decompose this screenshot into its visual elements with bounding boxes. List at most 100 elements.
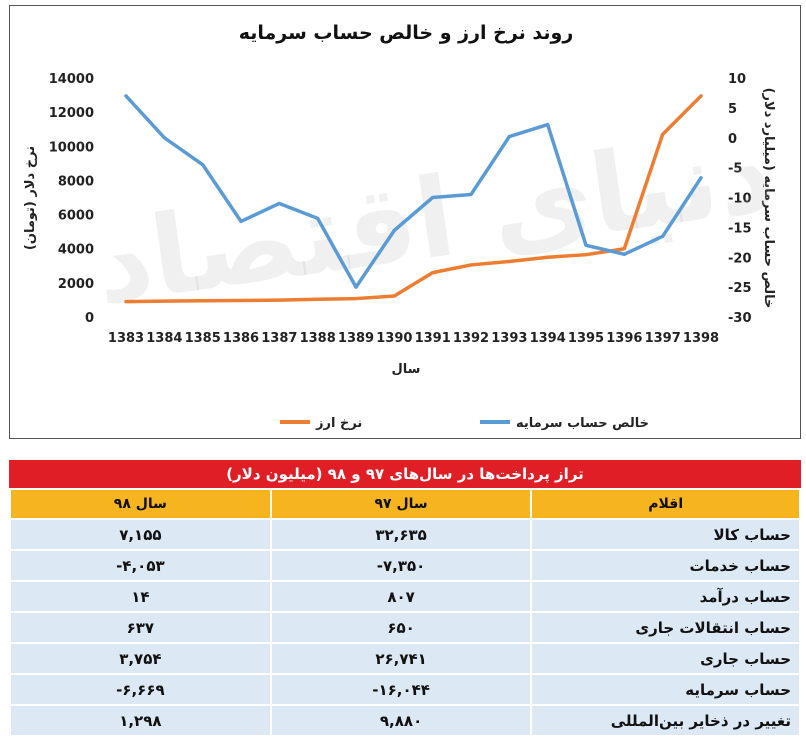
cell-item: حساب انتقالات جاری <box>532 613 799 642</box>
table-header-row: سال ۹۸ سال ۹۷ اقلام <box>11 490 799 518</box>
cell-y97: -۱۶,۰۴۴ <box>271 675 531 704</box>
balance-of-payments-table: تراز پرداخت‌ها در سال‌های ۹۷ و ۹۸ (میلیو… <box>9 460 801 740</box>
data-point <box>162 299 166 303</box>
cell-y97: ۶۵۰ <box>271 613 531 642</box>
y-right-tick-label: 10 <box>728 72 746 87</box>
cell-item: حساب سرمایه <box>532 675 799 704</box>
x-tick-label: 1397 <box>645 331 681 346</box>
data-point <box>124 94 128 98</box>
data-point <box>239 298 243 302</box>
x-tick-label: 1390 <box>376 331 412 346</box>
x-tick-label: 1395 <box>568 331 604 346</box>
data-point <box>584 253 588 257</box>
data-point <box>162 136 166 140</box>
line-chart: روند نرخ ارز و خالص حساب سرمایه 0 2000 4000… <box>23 22 782 431</box>
series-line-capital-account <box>124 94 703 289</box>
header-y98: سال ۹۸ <box>11 490 270 518</box>
x-tick-label: 1398 <box>683 331 719 346</box>
table-row: -۶,۶۶۹ -۱۶,۰۴۴ حساب سرمایه <box>11 675 799 704</box>
x-tick-label: 1384 <box>146 331 182 346</box>
cell-y98: ۱۴ <box>11 582 270 611</box>
y-right-tick-label: -5 <box>728 162 742 177</box>
table-row: ۱۴ ۸۰۷ حساب درآمد <box>11 582 799 611</box>
y-right-tick-label: 5 <box>728 102 737 117</box>
cell-y98: ۱,۲۹۸ <box>11 706 270 735</box>
cell-y97: ۹,۸۸۰ <box>271 706 531 735</box>
x-tick-label: 1386 <box>223 331 259 346</box>
table-title: تراز پرداخت‌ها در سال‌های ۹۷ و ۹۸ (میلیو… <box>9 460 801 488</box>
data-point <box>546 123 550 127</box>
x-tick-label: 1385 <box>185 331 221 346</box>
data-point <box>201 163 205 167</box>
cell-y98: ۷,۱۵۵ <box>11 520 270 549</box>
data-point <box>469 193 473 197</box>
data-point <box>239 219 243 223</box>
x-axis-label: سال <box>392 362 421 377</box>
data-point <box>507 260 511 264</box>
y-left-axis-label: نرخ دلار (تومان) <box>23 146 38 250</box>
data-point <box>507 135 511 139</box>
y-right-axis-label: خالص حساب سرمایه (میلیارد دلار) <box>761 88 776 309</box>
y-left-tick-label: 6000 <box>58 209 94 224</box>
y-right-tick-label: -30 <box>728 311 752 326</box>
data-point <box>316 297 320 301</box>
cell-y97: ۳۲,۶۳۵ <box>271 520 531 549</box>
data-point <box>469 263 473 267</box>
table-row: ۶۳۷ ۶۵۰ حساب انتقالات جاری <box>11 613 799 642</box>
cell-y98: -۶,۶۶۹ <box>11 675 270 704</box>
chart-title: روند نرخ ارز و خالص حساب سرمایه <box>239 22 574 44</box>
cell-item: حساب خدمات <box>532 551 799 580</box>
y-left-tick-label: 4000 <box>58 243 94 258</box>
data-point <box>431 271 435 275</box>
data-point <box>392 294 396 298</box>
y-left-tick-label: 8000 <box>58 174 94 189</box>
table-row: ۱,۲۹۸ ۹,۸۸۰ تغییر در ذخایر بین‌المللی <box>11 706 799 735</box>
x-tick-label: 1391 <box>415 331 451 346</box>
table-body: ۷,۱۵۵ ۳۲,۶۳۵ حساب کالا -۴,۰۵۳ -۷,۳۵۰ حساب خدم… <box>11 520 799 735</box>
cell-y97: -۷,۳۵۰ <box>271 551 531 580</box>
data-point <box>201 299 205 303</box>
table-row: ۷,۱۵۵ ۳۲,۶۳۵ حساب کالا <box>11 520 799 549</box>
data-table: سال ۹۸ سال ۹۷ اقلام ۷,۱۵۵ ۳۲,۶۳۵ حساب کالا… <box>9 488 801 737</box>
x-tick-label: 1396 <box>606 331 642 346</box>
watermark-logo: دنیای اقتصاد <box>87 107 782 329</box>
data-point <box>431 196 435 199</box>
x-tick-label: 1387 <box>261 331 297 346</box>
y-right-tick-label: -10 <box>728 192 752 207</box>
data-point <box>124 300 128 304</box>
cell-y97: ۲۶,۷۴۱ <box>271 644 531 673</box>
y-left-tick-label: 2000 <box>58 277 94 292</box>
data-point <box>584 243 588 247</box>
data-point <box>316 216 320 220</box>
y-right-tick-label: 0 <box>728 132 737 147</box>
x-tick-label: 1383 <box>108 331 144 346</box>
data-point <box>354 297 358 301</box>
data-point <box>277 298 281 302</box>
y-left-tick-label: 0 <box>85 311 94 326</box>
legend-label: نرخ ارز <box>315 416 362 431</box>
x-tick-label: 1393 <box>491 331 527 346</box>
x-tick-label: 1394 <box>530 331 566 346</box>
y-left-tick-label: 10000 <box>49 140 94 155</box>
cell-item: حساب کالا <box>532 520 799 549</box>
table-row: ۳,۷۵۴ ۲۶,۷۴۱ حساب جاری <box>11 644 799 673</box>
y-left-tick-label: 14000 <box>49 72 94 87</box>
header-item: اقلام <box>532 490 799 518</box>
data-point <box>661 132 665 136</box>
x-tick-label: 1389 <box>338 331 374 346</box>
series-line-exchange-rate <box>124 94 703 304</box>
y-left-tick-label: 12000 <box>49 106 94 121</box>
header-y97: سال ۹۷ <box>271 490 531 518</box>
chart-panel: روند نرخ ارز و خالص حساب سرمایه 0 2000 4000… <box>9 5 801 439</box>
cell-y97: ۸۰۷ <box>271 582 531 611</box>
cell-y98: -۴,۰۵۳ <box>11 551 270 580</box>
table-row: -۴,۰۵۳ -۷,۳۵۰ حساب خدمات <box>11 551 799 580</box>
data-point <box>699 176 703 180</box>
x-tick-label: 1388 <box>300 331 336 346</box>
cell-item: تغییر در ذخایر بین‌المللی <box>532 706 799 735</box>
data-point <box>546 255 550 259</box>
x-tick-label: 1392 <box>453 331 489 346</box>
y-right-tick-label: -25 <box>728 281 752 296</box>
data-point <box>277 201 281 205</box>
